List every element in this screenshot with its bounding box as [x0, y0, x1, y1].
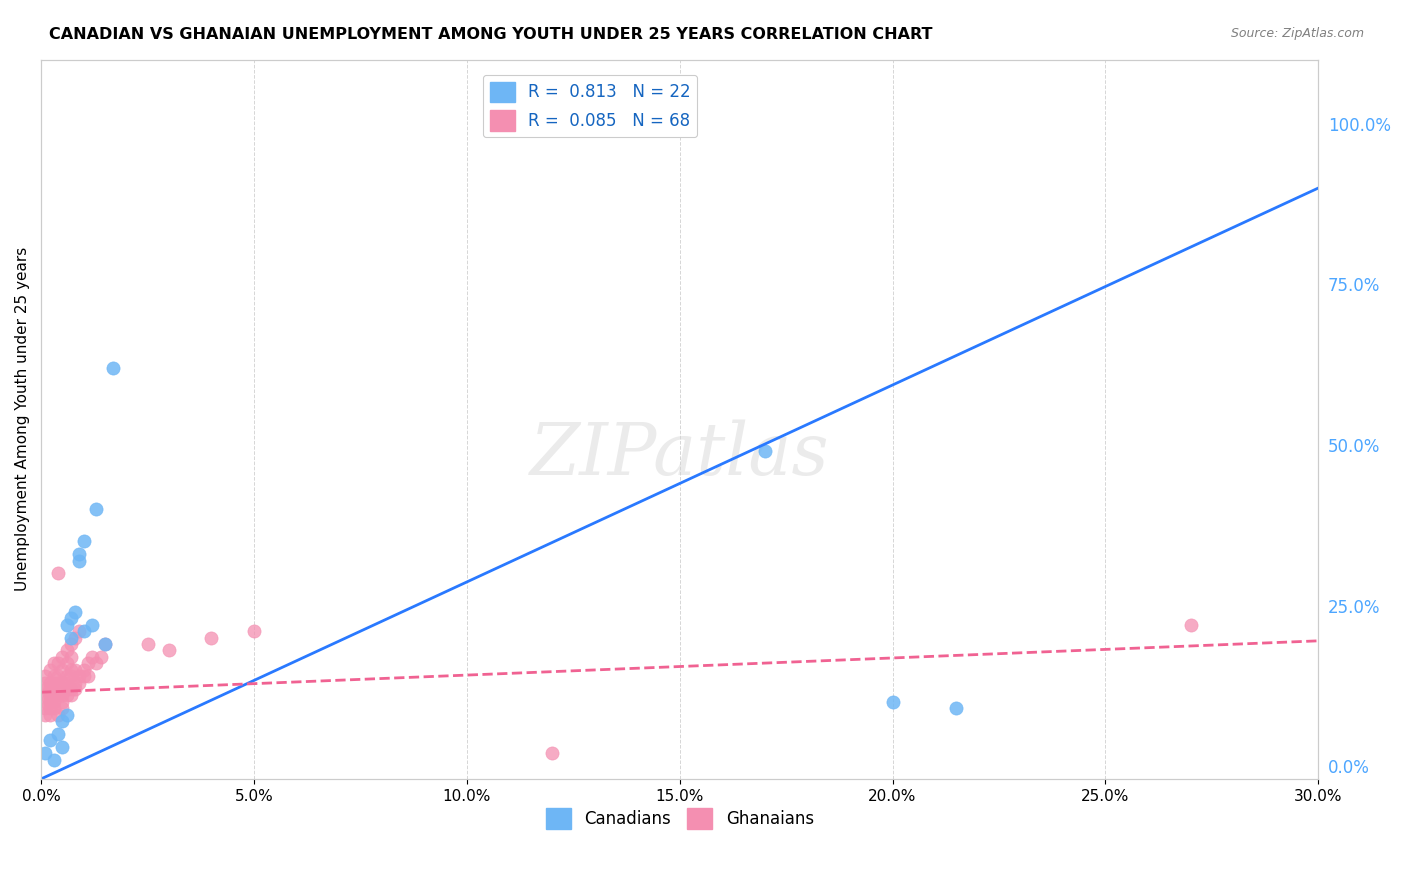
- Legend: Canadians, Ghanaians: Canadians, Ghanaians: [538, 802, 821, 835]
- Point: [63, 605, 86, 619]
- Point: [38, 707, 60, 722]
- Point: [34, 707, 56, 722]
- Point: [243, 624, 266, 639]
- Point: [73, 534, 96, 549]
- Point: [34, 681, 56, 696]
- Point: [34, 695, 56, 709]
- Point: [46, 681, 69, 696]
- Point: [51, 675, 73, 690]
- Point: [200, 631, 222, 645]
- Point: [1180, 617, 1202, 632]
- Point: [59, 689, 82, 703]
- Point: [67, 624, 90, 639]
- Point: [59, 637, 82, 651]
- Point: [34, 675, 56, 690]
- Point: [46, 566, 69, 581]
- Point: [55, 643, 77, 657]
- Point: [42, 689, 65, 703]
- Text: ZIPatlas: ZIPatlas: [530, 420, 830, 491]
- Text: CANADIAN VS GHANAIAN UNEMPLOYMENT AMONG YOUTH UNDER 25 YEARS CORRELATION CHART: CANADIAN VS GHANAIAN UNEMPLOYMENT AMONG …: [49, 27, 932, 42]
- Point: [55, 675, 77, 690]
- Point: [59, 649, 82, 664]
- Point: [42, 669, 65, 683]
- Point: [51, 714, 73, 728]
- Point: [34, 701, 56, 715]
- Point: [59, 663, 82, 677]
- Point: [73, 669, 96, 683]
- Point: [63, 681, 86, 696]
- Point: [67, 675, 90, 690]
- Point: [55, 669, 77, 683]
- Point: [59, 681, 82, 696]
- Point: [51, 649, 73, 664]
- Y-axis label: Unemployment Among Youth under 25 years: Unemployment Among Youth under 25 years: [15, 247, 30, 591]
- Point: [86, 502, 108, 516]
- Point: [882, 695, 904, 709]
- Point: [63, 631, 86, 645]
- Point: [94, 637, 117, 651]
- Point: [46, 675, 69, 690]
- Point: [46, 657, 69, 671]
- Point: [51, 689, 73, 703]
- Point: [90, 649, 112, 664]
- Point: [136, 637, 159, 651]
- Point: [38, 689, 60, 703]
- Point: [945, 701, 967, 715]
- Point: [51, 739, 73, 754]
- Point: [46, 689, 69, 703]
- Point: [51, 701, 73, 715]
- Point: [55, 707, 77, 722]
- Point: [67, 669, 90, 683]
- Point: [86, 657, 108, 671]
- Text: Source: ZipAtlas.com: Source: ZipAtlas.com: [1230, 27, 1364, 40]
- Point: [541, 746, 564, 760]
- Point: [82, 617, 104, 632]
- Point: [42, 675, 65, 690]
- Point: [63, 675, 86, 690]
- Point: [34, 746, 56, 760]
- Point: [55, 657, 77, 671]
- Point: [77, 669, 100, 683]
- Point: [38, 695, 60, 709]
- Point: [55, 617, 77, 632]
- Point: [46, 727, 69, 741]
- Point: [34, 669, 56, 683]
- Point: [51, 663, 73, 677]
- Point: [63, 663, 86, 677]
- Point: [157, 643, 180, 657]
- Point: [103, 360, 125, 375]
- Point: [38, 675, 60, 690]
- Point: [42, 701, 65, 715]
- Point: [38, 681, 60, 696]
- Point: [73, 663, 96, 677]
- Point: [42, 753, 65, 767]
- Point: [67, 547, 90, 561]
- Point: [38, 701, 60, 715]
- Point: [73, 624, 96, 639]
- Point: [51, 695, 73, 709]
- Point: [59, 669, 82, 683]
- Point: [51, 681, 73, 696]
- Point: [94, 637, 117, 651]
- Point: [59, 611, 82, 625]
- Point: [46, 669, 69, 683]
- Point: [38, 733, 60, 747]
- Point: [55, 689, 77, 703]
- Point: [82, 649, 104, 664]
- Point: [59, 631, 82, 645]
- Point: [42, 695, 65, 709]
- Point: [67, 553, 90, 567]
- Point: [42, 681, 65, 696]
- Point: [34, 689, 56, 703]
- Point: [46, 707, 69, 722]
- Point: [55, 681, 77, 696]
- Point: [77, 657, 100, 671]
- Point: [754, 444, 776, 458]
- Point: [38, 663, 60, 677]
- Point: [42, 657, 65, 671]
